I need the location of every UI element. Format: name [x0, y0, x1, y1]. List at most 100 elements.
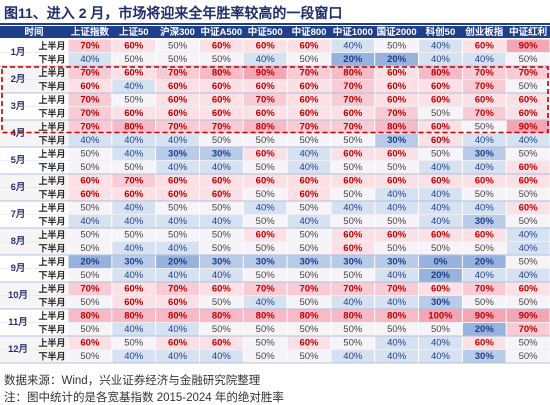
cell-value: 20% — [168, 257, 188, 268]
table-cell — [68, 201, 112, 214]
cell-value: 60% — [80, 81, 100, 92]
table-cell — [331, 215, 375, 228]
table-cell — [199, 242, 243, 255]
cell-value: 40% — [431, 54, 451, 65]
cell-value: 60% — [124, 68, 144, 79]
table-cell — [199, 296, 243, 309]
table-cell — [68, 336, 112, 349]
table-cell — [243, 296, 287, 309]
cell-value: 40% — [475, 203, 495, 214]
cell-value: 60% — [299, 338, 319, 349]
table-cell — [287, 80, 331, 93]
cell-value: 90% — [519, 311, 539, 322]
table-cell — [287, 255, 331, 268]
cell-value: 70% — [519, 68, 539, 79]
cell-value: 40% — [387, 270, 407, 281]
cell-value: 70% — [212, 122, 232, 133]
cell-value: 70% — [80, 108, 100, 119]
table-cell — [331, 201, 375, 214]
cell-value: 40% — [168, 270, 188, 281]
table-cell — [375, 147, 419, 160]
cell-value: 60% — [519, 95, 539, 106]
cell-value: 50% — [256, 243, 276, 254]
table-cell — [156, 93, 199, 106]
table-cell — [156, 296, 199, 309]
cell-value: 70% — [343, 95, 363, 106]
table-cell — [462, 296, 506, 309]
cell-value: 40% — [168, 135, 188, 146]
table-cell — [199, 255, 243, 268]
cell-value: 60% — [124, 108, 144, 119]
cell-value: 60% — [519, 203, 539, 214]
cell-value: 40% — [124, 135, 144, 146]
table-cell — [331, 107, 375, 120]
table-cell — [331, 80, 375, 93]
table-cell — [462, 147, 506, 160]
table-cell — [375, 134, 419, 147]
cell-value: 60% — [431, 230, 451, 241]
cell-value: 30% — [256, 257, 276, 268]
table-cell — [199, 323, 243, 336]
cell-value: 70% — [299, 68, 319, 79]
cell-value: 60% — [431, 176, 451, 187]
cell-value: 80% — [387, 311, 407, 322]
cell-value: 70% — [168, 284, 188, 295]
cell-value: 40% — [431, 338, 451, 349]
table-cell — [156, 242, 199, 255]
column-header: 沪深300 — [160, 26, 195, 38]
cell-value: 60% — [343, 243, 363, 254]
cell-value: 50% — [124, 230, 144, 241]
cell-value: 60% — [256, 81, 276, 92]
table-cell — [112, 134, 156, 147]
cell-value: 70% — [387, 108, 407, 119]
cell-value: 50% — [387, 243, 407, 254]
cell-value: 90% — [256, 68, 276, 79]
table-cell — [68, 174, 112, 187]
cell-value: 50% — [256, 324, 276, 335]
table-cell — [419, 147, 462, 160]
table-cell — [506, 269, 550, 282]
table-cell — [506, 107, 550, 120]
half-label: 上半月 — [38, 148, 65, 159]
table-cell — [68, 93, 112, 106]
cell-value: 50% — [519, 351, 539, 362]
cell-value: 20% — [387, 54, 407, 65]
table-cell — [112, 215, 156, 228]
table-cell — [375, 215, 419, 228]
table-cell — [199, 228, 243, 241]
cell-value: 40% — [124, 81, 144, 92]
table-cell — [506, 296, 550, 309]
table-cell — [287, 120, 331, 133]
cell-value: 80% — [343, 68, 363, 79]
table-cell — [375, 201, 419, 214]
cell-value: 50% — [387, 216, 407, 227]
table-cell — [68, 80, 112, 93]
table-cell — [506, 174, 550, 187]
cell-value: 40% — [212, 216, 232, 227]
table-cell — [156, 201, 199, 214]
cell-value: 60% — [168, 176, 188, 187]
cell-value: 60% — [212, 95, 232, 106]
cell-value: 50% — [299, 54, 319, 65]
table-cell — [462, 309, 506, 322]
cell-value: 60% — [475, 338, 495, 349]
table-cell — [375, 282, 419, 295]
cell-value: 60% — [431, 122, 451, 133]
table-cell — [68, 242, 112, 255]
cell-value: 50% — [168, 230, 188, 241]
table-cell — [243, 93, 287, 106]
cell-value: 40% — [431, 216, 451, 227]
table-cell — [462, 120, 506, 133]
table-cell — [419, 296, 462, 309]
cell-value: 50% — [80, 149, 100, 160]
table-cell — [156, 53, 199, 66]
cell-value: 50% — [431, 108, 451, 119]
table-cell — [156, 188, 199, 201]
cell-value: 50% — [124, 162, 144, 173]
cell-value: 60% — [343, 149, 363, 160]
table-cell — [462, 93, 506, 106]
table-cell — [375, 269, 419, 282]
cell-value: 50% — [343, 324, 363, 335]
cell-value: 40% — [431, 351, 451, 362]
cell-value: 70% — [519, 324, 539, 335]
